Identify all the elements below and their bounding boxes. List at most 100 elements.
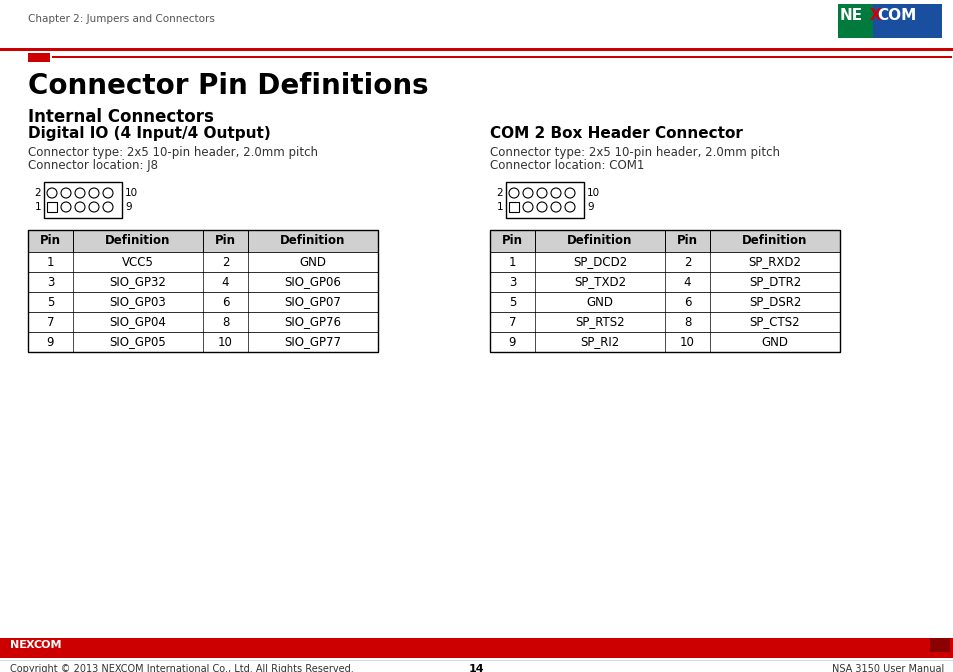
- Text: 10: 10: [679, 335, 694, 349]
- Text: Connector type: 2x5 10-pin header, 2.0mm pitch: Connector type: 2x5 10-pin header, 2.0mm…: [28, 146, 317, 159]
- Text: 8: 8: [683, 315, 691, 329]
- Text: SP_RXD2: SP_RXD2: [748, 255, 801, 269]
- Bar: [837, 4, 872, 38]
- Bar: [28, 230, 377, 252]
- Bar: [28, 332, 377, 352]
- Bar: [28, 252, 377, 272]
- Text: COM: COM: [876, 8, 915, 23]
- Bar: [490, 252, 840, 272]
- Text: 3: 3: [508, 276, 516, 288]
- Bar: [490, 312, 840, 332]
- Text: 1: 1: [34, 202, 41, 212]
- Text: 7: 7: [47, 315, 54, 329]
- Text: 9: 9: [586, 202, 593, 212]
- Circle shape: [103, 188, 112, 198]
- Circle shape: [522, 202, 533, 212]
- Text: Digital IO (4 Input/4 Output): Digital IO (4 Input/4 Output): [28, 126, 271, 141]
- Text: COM 2 Box Header Connector: COM 2 Box Header Connector: [490, 126, 742, 141]
- Circle shape: [89, 188, 99, 198]
- Bar: [490, 332, 840, 352]
- Text: 5: 5: [508, 296, 516, 308]
- Text: X: X: [26, 640, 34, 650]
- Bar: [929, 638, 949, 652]
- Circle shape: [537, 188, 546, 198]
- Circle shape: [75, 202, 85, 212]
- Text: 2: 2: [221, 255, 229, 269]
- Text: Internal Connectors: Internal Connectors: [28, 108, 213, 126]
- Bar: [47, 202, 57, 212]
- Circle shape: [509, 188, 518, 198]
- Bar: [28, 292, 377, 312]
- Text: 8: 8: [222, 315, 229, 329]
- Text: 9: 9: [508, 335, 516, 349]
- Text: 9: 9: [125, 202, 132, 212]
- Text: NE: NE: [840, 8, 862, 23]
- Text: 10: 10: [125, 188, 138, 198]
- Circle shape: [89, 202, 99, 212]
- Text: Pin: Pin: [677, 235, 698, 247]
- Bar: [490, 272, 840, 292]
- Circle shape: [75, 188, 85, 198]
- Text: Definition: Definition: [280, 235, 345, 247]
- Text: 10: 10: [586, 188, 599, 198]
- Text: SIO_GP76: SIO_GP76: [284, 315, 341, 329]
- Text: COM: COM: [34, 640, 63, 650]
- Text: SP_TXD2: SP_TXD2: [574, 276, 625, 288]
- Text: 5: 5: [47, 296, 54, 308]
- Circle shape: [522, 188, 533, 198]
- Text: Connector location: J8: Connector location: J8: [28, 159, 158, 172]
- Text: 6: 6: [683, 296, 691, 308]
- Text: Pin: Pin: [501, 235, 522, 247]
- Bar: [44, 182, 122, 218]
- Text: 1: 1: [496, 202, 502, 212]
- Text: NE: NE: [10, 640, 27, 650]
- Text: SP_DCD2: SP_DCD2: [572, 255, 626, 269]
- Text: SIO_GP04: SIO_GP04: [110, 315, 166, 329]
- Text: 3: 3: [47, 276, 54, 288]
- Circle shape: [564, 202, 575, 212]
- Text: 2: 2: [34, 188, 41, 198]
- Bar: [490, 230, 840, 352]
- Text: 14: 14: [469, 664, 484, 672]
- Text: GND: GND: [299, 255, 326, 269]
- Bar: [490, 230, 840, 252]
- Text: SP_CTS2: SP_CTS2: [749, 315, 800, 329]
- Text: 4: 4: [683, 276, 691, 288]
- Text: SIO_GP32: SIO_GP32: [110, 276, 166, 288]
- Text: Definition: Definition: [567, 235, 632, 247]
- Bar: [509, 202, 518, 212]
- Circle shape: [551, 188, 560, 198]
- Bar: [0, 638, 953, 658]
- Text: SIO_GP03: SIO_GP03: [110, 296, 166, 308]
- Text: SP_DSR2: SP_DSR2: [748, 296, 801, 308]
- Text: Chapter 2: Jumpers and Connectors: Chapter 2: Jumpers and Connectors: [28, 14, 214, 24]
- Text: Connector location: COM1: Connector location: COM1: [490, 159, 643, 172]
- Circle shape: [103, 202, 112, 212]
- Bar: [52, 56, 951, 58]
- Text: Connector Pin Definitions: Connector Pin Definitions: [28, 72, 428, 100]
- Bar: [28, 312, 377, 332]
- Text: SIO_GP07: SIO_GP07: [284, 296, 341, 308]
- Bar: [28, 272, 377, 292]
- Bar: [490, 292, 840, 312]
- Bar: [505, 182, 583, 218]
- Circle shape: [564, 188, 575, 198]
- Bar: [28, 53, 50, 62]
- Text: Connector type: 2x5 10-pin header, 2.0mm pitch: Connector type: 2x5 10-pin header, 2.0mm…: [490, 146, 780, 159]
- Bar: [872, 4, 941, 38]
- Circle shape: [537, 202, 546, 212]
- Circle shape: [61, 202, 71, 212]
- Text: SP_DTR2: SP_DTR2: [748, 276, 801, 288]
- Circle shape: [47, 188, 57, 198]
- Text: 6: 6: [221, 296, 229, 308]
- Circle shape: [61, 188, 71, 198]
- Text: Pin: Pin: [214, 235, 235, 247]
- Text: 1: 1: [47, 255, 54, 269]
- Text: SIO_GP77: SIO_GP77: [284, 335, 341, 349]
- Text: Definition: Definition: [741, 235, 807, 247]
- Bar: [0, 48, 953, 51]
- Text: Definition: Definition: [105, 235, 171, 247]
- Text: SP_RI2: SP_RI2: [579, 335, 619, 349]
- Text: GND: GND: [760, 335, 788, 349]
- Text: SP_RTS2: SP_RTS2: [575, 315, 624, 329]
